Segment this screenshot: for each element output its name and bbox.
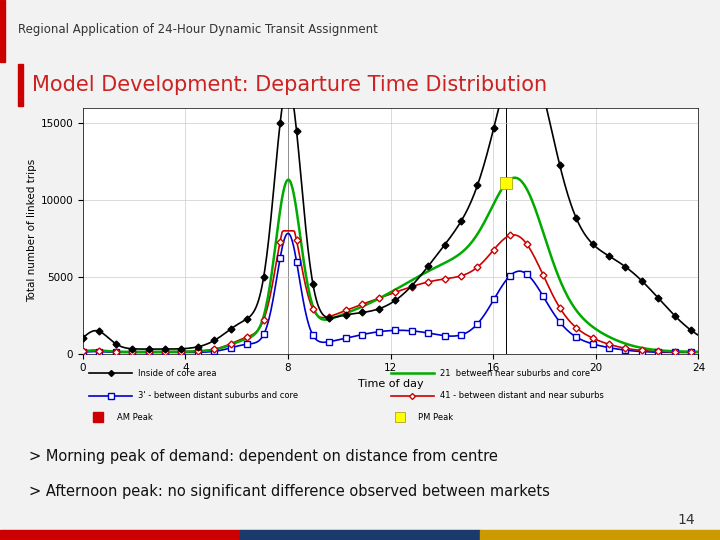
Text: 41 - between distant and near suburbs: 41 - between distant and near suburbs xyxy=(440,391,604,400)
Text: Model Development: Departure Time Distribution: Model Development: Departure Time Distri… xyxy=(32,75,546,95)
Text: AM Peak: AM Peak xyxy=(117,413,153,422)
Text: > Afternoon peak: no significant difference observed between markets: > Afternoon peak: no significant differe… xyxy=(29,484,549,499)
Bar xyxy=(480,530,720,540)
Text: 14: 14 xyxy=(678,512,695,526)
Bar xyxy=(0,0,5,62)
Bar xyxy=(18,64,23,106)
Bar xyxy=(0,530,240,540)
Text: Inside of core area: Inside of core area xyxy=(138,369,217,378)
Text: > Morning peak of demand: dependent on distance from centre: > Morning peak of demand: dependent on d… xyxy=(29,449,498,464)
Text: PM Peak: PM Peak xyxy=(418,413,454,422)
Text: 3' - between distant suburbs and core: 3' - between distant suburbs and core xyxy=(138,391,298,400)
Bar xyxy=(240,530,480,540)
Text: Regional Application of 24-Hour Dynamic Transit Assignment: Regional Application of 24-Hour Dynamic … xyxy=(18,23,378,36)
Text: 21  between near suburbs and core: 21 between near suburbs and core xyxy=(440,369,590,378)
Y-axis label: Total number of linked trips: Total number of linked trips xyxy=(27,159,37,302)
X-axis label: Time of day: Time of day xyxy=(358,379,423,389)
